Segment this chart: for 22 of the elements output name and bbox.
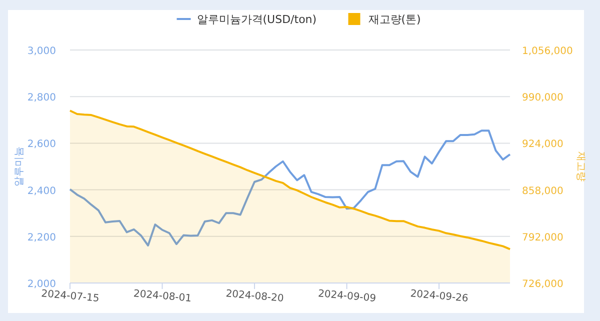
- y2-tick-label: 1,056,000: [522, 46, 573, 57]
- x-tick-label: 2024-08-20: [225, 288, 284, 305]
- y-tick-label: 2,800: [27, 92, 56, 104]
- y2-axis-title: 재고량: [575, 152, 586, 182]
- y2-tick-label: 858,000: [522, 186, 564, 197]
- y-tick-label: 2,000: [27, 279, 56, 290]
- y2-tick-label: 726,000: [522, 279, 564, 290]
- y-tick-label: 2,200: [27, 232, 56, 244]
- x-tick-label: 2024-08-01: [133, 288, 192, 305]
- legend-label: 재고량(톤): [368, 13, 421, 26]
- x-tick-label: 2024-07-15: [40, 288, 100, 305]
- legend-label: 알루미늄가격(USD/ton): [196, 13, 317, 26]
- y2-tick-label: 792,000: [522, 232, 564, 244]
- y-tick-label: 2,600: [27, 139, 56, 150]
- y2-tick-label: 990,000: [522, 92, 564, 104]
- x-tick-label: 2024-09-26: [410, 288, 469, 305]
- x-tick-label: 2024-09-09: [318, 288, 376, 305]
- y-tick-label: 3,000: [27, 46, 56, 57]
- line-series: [69, 130, 511, 246]
- y-axis-title: 알루미늄: [14, 146, 25, 186]
- y-tick-label: 2,400: [27, 186, 56, 197]
- y2-tick-label: 924,000: [522, 139, 564, 150]
